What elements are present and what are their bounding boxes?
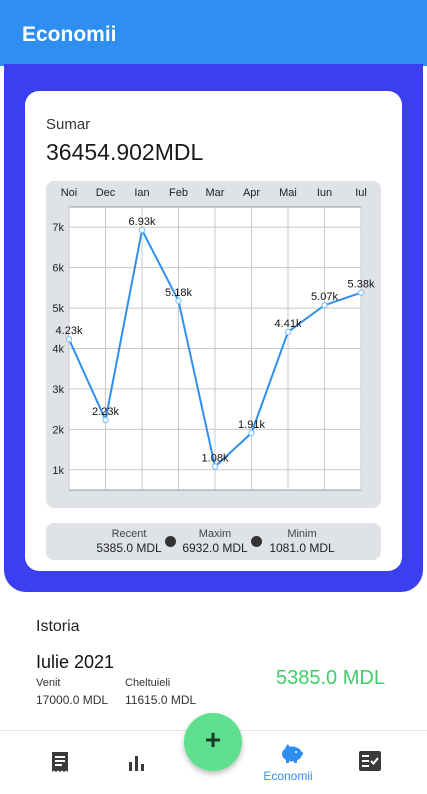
nav-item-statistics[interactable] [110, 731, 166, 794]
x-tick-label: Iul [355, 187, 367, 199]
data-label: 1.91k [238, 419, 265, 431]
piggy-bank-icon [282, 744, 303, 763]
data-point [102, 416, 109, 424]
summary-label: Sumar [46, 116, 91, 133]
summary-card: Sumar 36454.902MDL Noi Dec Ian Feb Mar Apr Mai… [25, 91, 402, 571]
expense-value: 11615.0 MDL [125, 693, 197, 707]
nav-item-economii[interactable]: Economii [263, 731, 314, 794]
summary-total: 36454.902MDL [46, 139, 204, 165]
checklist-icon [359, 751, 381, 771]
chart-svg: Noi Dec Ian Feb Mar Apr Mai Iun Iul 1k 2k 3k 4k 5k 6k 7… [52, 187, 375, 491]
month-balance: 5385.0 MDL [276, 667, 385, 689]
data-label: 5.07k [311, 291, 338, 303]
data-point [175, 297, 182, 304]
y-tick-label: 7k [52, 222, 64, 234]
data-point [248, 429, 255, 437]
data-label: 4.23k [56, 325, 83, 337]
add-button[interactable]: + [184, 713, 242, 771]
x-tick-label: Apr [243, 187, 260, 199]
bar-chart-icon [129, 756, 144, 771]
data-label: 5.38k [348, 279, 375, 291]
data-point [284, 328, 292, 336]
history-section: Istoria Iulie 2021 Venit 17000.0 MDL Che… [0, 600, 427, 728]
stats-bar: Recent 5385.0 MDL Maxim 6932.0 MDL Minim… [46, 523, 381, 560]
nav-item-economii-label: Economii [263, 769, 313, 783]
data-label: 6.93k [129, 216, 156, 228]
income-label: Venit [36, 677, 61, 689]
stat-max: Maxim 6932.0 MDL [176, 528, 254, 556]
expense-label: Cheltuieli [125, 677, 171, 689]
plus-icon: + [204, 724, 222, 755]
stat-min-value: 1081.0 MDL [269, 541, 335, 555]
income-value: 17000.0 MDL [36, 693, 109, 707]
y-tick-label: 3k [52, 384, 64, 396]
data-point [321, 302, 328, 309]
x-tick-label: Iun [317, 187, 332, 199]
data-label: 5.18k [165, 287, 192, 299]
stat-recent: Recent 5385.0 MDL [84, 528, 174, 556]
data-point [211, 463, 219, 470]
history-title: Istoria [36, 618, 80, 635]
data-point [65, 336, 73, 343]
x-tick-label: Dec [96, 187, 116, 199]
app-title: Economii [22, 23, 117, 46]
y-tick-label: 2k [52, 424, 64, 436]
data-point [138, 226, 146, 234]
data-point [357, 289, 365, 296]
stat-min-label: Minim [287, 528, 317, 540]
y-tick-label: 4k [52, 344, 64, 356]
stat-separator-dot [251, 536, 262, 547]
stat-max-label: Maxim [198, 528, 232, 540]
stat-separator-dot [165, 536, 176, 547]
stat-max-value: 6932.0 MDL [182, 541, 248, 555]
data-label: 2.23k [92, 406, 119, 418]
x-tick-label: Noi [61, 187, 78, 199]
x-tick-label: Feb [169, 187, 188, 199]
nav-item-budgets[interactable] [342, 731, 398, 794]
x-tick-label: Mar [206, 187, 225, 199]
y-tick-label: 1k [52, 465, 64, 477]
x-tick-label: Ian [134, 187, 149, 199]
stat-recent-label: Recent [111, 528, 147, 540]
y-tick-label: 6k [52, 263, 64, 275]
y-tick-label: 5k [52, 303, 64, 315]
x-tick-label: Mai [279, 187, 297, 199]
data-label: 1.08k [202, 453, 229, 465]
nav-item-transactions[interactable] [32, 731, 88, 794]
stat-min: Minim 1081.0 MDL [262, 528, 342, 556]
data-label: 4.41k [275, 318, 302, 330]
month-title[interactable]: Iulie 2021 [36, 652, 115, 672]
savings-chart[interactable]: Noi Dec Ian Feb Mar Apr Mai Iun Iul 1k 2k 3k 4k 5k 6k 7… [46, 181, 381, 508]
stat-recent-value: 5385.0 MDL [96, 541, 162, 555]
app-bar: Economii [0, 0, 427, 66]
receipt-icon [52, 752, 68, 772]
